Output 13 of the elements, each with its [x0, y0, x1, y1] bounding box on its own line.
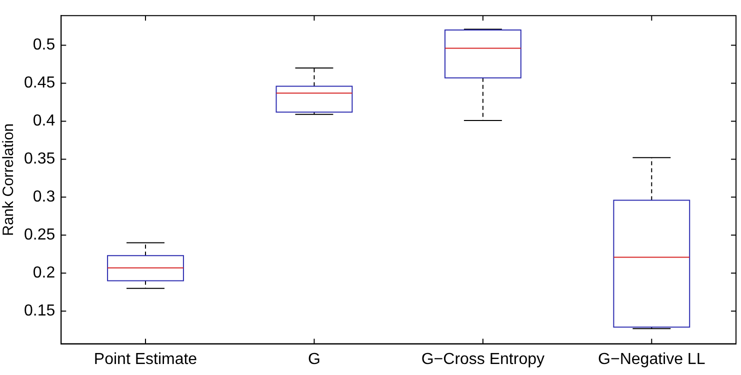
y-tick-label: 0.2 [32, 264, 56, 282]
x-tick-label: G [308, 350, 320, 368]
x-tick-label: G−Negative LL [598, 350, 706, 368]
y-tick-label: 0.4 [32, 112, 56, 130]
y-tick-label: 0.15 [24, 302, 56, 320]
x-tick-label: G−Cross Entropy [421, 350, 545, 368]
y-axis-title: Rank Correlation [0, 123, 18, 236]
y-tick-label: 0.35 [24, 150, 56, 168]
y-tick-label: 0.5 [32, 36, 56, 54]
y-tick-label: 0.45 [24, 74, 56, 92]
y-tick-label: 0.3 [32, 188, 56, 206]
x-tick-label: Point Estimate [94, 350, 198, 368]
y-tick-label: 0.25 [24, 226, 56, 244]
